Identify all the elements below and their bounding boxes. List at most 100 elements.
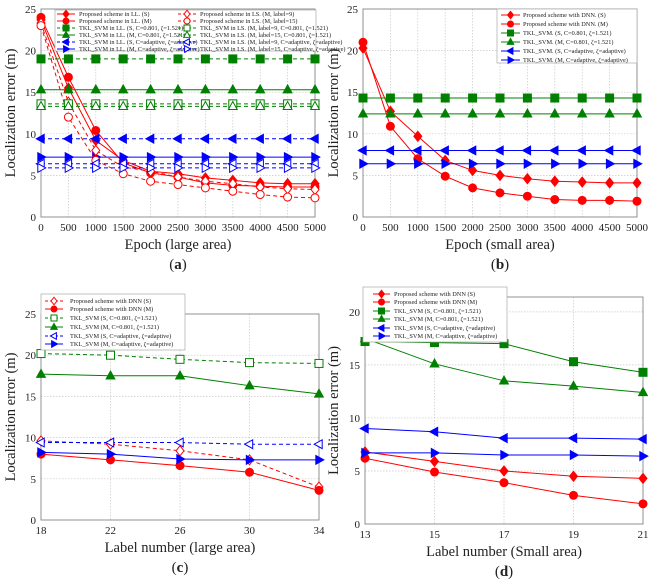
data-point bbox=[200, 100, 211, 111]
data-point bbox=[172, 100, 184, 111]
legend-label: TKL_SVM in LS. (M, label=9, C=0.801, ζ=1… bbox=[200, 25, 328, 32]
legend-entry: TKL_SVM in LL. (S, C=adaptive, ζ=adaptiv… bbox=[57, 37, 198, 47]
x-tick-label: 4000 bbox=[571, 222, 594, 234]
data-point bbox=[467, 107, 478, 118]
y-axis-label: Localization error (m) bbox=[3, 48, 19, 177]
data-point bbox=[567, 432, 578, 444]
data-point bbox=[227, 83, 239, 94]
data-point bbox=[245, 358, 254, 368]
data-point bbox=[522, 172, 533, 185]
data-point bbox=[522, 191, 532, 201]
x-tick-label: 0 bbox=[360, 222, 366, 234]
x-tick-label: 3000 bbox=[516, 222, 539, 234]
x-tick-label: 15 bbox=[429, 529, 441, 541]
legend-marker-icon bbox=[507, 55, 516, 65]
data-point bbox=[106, 350, 115, 360]
panel-label: (b) bbox=[491, 257, 509, 273]
data-point bbox=[146, 176, 156, 186]
data-point bbox=[569, 449, 580, 461]
legend-entry: Proposed scheme in LL. (S) bbox=[57, 9, 149, 19]
legend-marker-icon bbox=[184, 44, 192, 54]
legend-marker-icon bbox=[62, 17, 70, 25]
data-point bbox=[498, 432, 508, 444]
data-point bbox=[385, 107, 396, 118]
data-point bbox=[310, 54, 320, 64]
panel-letter: a bbox=[174, 257, 182, 273]
y-tick-label: 20 bbox=[349, 307, 361, 319]
data-point bbox=[605, 158, 616, 169]
data-point bbox=[314, 358, 324, 368]
legend-entry: Proposed scheme with DNN (S) bbox=[373, 289, 475, 299]
y-axis-label: Localization error (m) bbox=[326, 48, 342, 177]
x-tick-label: 1500 bbox=[112, 222, 135, 234]
y-tick-label: 5 bbox=[31, 170, 37, 182]
data-point bbox=[550, 93, 560, 103]
legend-marker-icon bbox=[183, 24, 191, 32]
series-11 bbox=[37, 162, 321, 174]
data-point bbox=[91, 125, 101, 135]
data-point bbox=[359, 158, 369, 169]
x-tick-label: 13 bbox=[360, 529, 372, 541]
data-point bbox=[577, 93, 587, 103]
plot-frame bbox=[40, 8, 316, 218]
chart-panel-a: 0 500 1000 1500 2000 2500 3000 3500 4000 4500 5000… bbox=[3, 4, 345, 273]
legend-entry: Proposed scheme with DNN. (S) bbox=[501, 10, 606, 20]
x-tick-label: 4500 bbox=[599, 222, 622, 234]
y-tick-label: 0 bbox=[31, 212, 37, 224]
data-point bbox=[35, 133, 45, 145]
panel-paren: ) bbox=[508, 564, 513, 580]
series-4 bbox=[35, 133, 319, 145]
data-point bbox=[90, 100, 102, 111]
data-point bbox=[357, 107, 369, 118]
data-point bbox=[254, 133, 264, 145]
data-point bbox=[500, 449, 510, 461]
series-0 bbox=[360, 446, 648, 485]
data-point bbox=[430, 467, 439, 477]
legend-label: Proposed scheme with DNN. (M) bbox=[523, 21, 608, 28]
data-point bbox=[173, 54, 183, 64]
data-point bbox=[604, 107, 615, 118]
data-point bbox=[172, 83, 184, 94]
chart-panel-d: 13 15 17 19 21 0 5 10 15 20 Label number (Small ar… bbox=[326, 286, 649, 580]
y-tick-label: 5 bbox=[31, 474, 37, 486]
data-point bbox=[499, 465, 509, 477]
legend-marker-icon bbox=[61, 37, 69, 47]
data-point bbox=[174, 369, 186, 380]
x-tick-label: 0 bbox=[38, 222, 44, 234]
data-point bbox=[549, 107, 561, 118]
legend-entry: TKL_SVM (S, C=0.801, ζ=1.521) bbox=[373, 307, 481, 315]
legend-entry: TKL_SVM (S, C=adaptive, ζ=adaptive) bbox=[373, 323, 495, 332]
data-point bbox=[605, 195, 615, 205]
data-point bbox=[313, 438, 323, 450]
data-point bbox=[254, 83, 266, 94]
y-tick-label: 10 bbox=[25, 433, 37, 445]
x-tick-label: 19 bbox=[568, 529, 580, 541]
data-point bbox=[63, 100, 74, 111]
data-point bbox=[175, 444, 185, 457]
y-tick-label: 20 bbox=[347, 46, 359, 58]
x-tick-label: 2500 bbox=[167, 222, 190, 234]
data-point bbox=[105, 369, 116, 380]
legend-entry: Proposed scheme in LL. (M) bbox=[57, 17, 152, 25]
data-point bbox=[577, 195, 587, 205]
data-point bbox=[228, 54, 238, 64]
y-tick-label: 15 bbox=[347, 87, 359, 99]
legend-label: TKL_SVM. (S, C=0.801, ζ=1.521) bbox=[523, 30, 611, 37]
series-5 bbox=[359, 158, 643, 169]
legend-marker-icon bbox=[182, 37, 190, 47]
legend-label: TKL_SVM (S, C=0.801, ζ=1.521) bbox=[394, 308, 481, 315]
y-tick-label: 25 bbox=[25, 4, 37, 16]
panel-paren: ) bbox=[182, 257, 187, 273]
x-tick-label: 34 bbox=[314, 525, 326, 537]
panel-letter: c bbox=[177, 560, 184, 576]
data-point bbox=[36, 54, 46, 64]
legend-label: TKL_SVM (M, C=0.801, ζ=1.521) bbox=[70, 324, 159, 331]
data-point bbox=[359, 423, 369, 434]
y-tick-label: 0 bbox=[31, 515, 37, 527]
legend-entry: Proposed scheme with DNN (M) bbox=[373, 298, 477, 306]
series-line bbox=[40, 353, 320, 364]
data-point bbox=[201, 151, 212, 163]
data-point bbox=[63, 112, 73, 122]
data-point bbox=[310, 193, 320, 203]
legend-label: TKL_SVM. (S, C=adaptive, ζ=adaptive) bbox=[523, 48, 626, 55]
